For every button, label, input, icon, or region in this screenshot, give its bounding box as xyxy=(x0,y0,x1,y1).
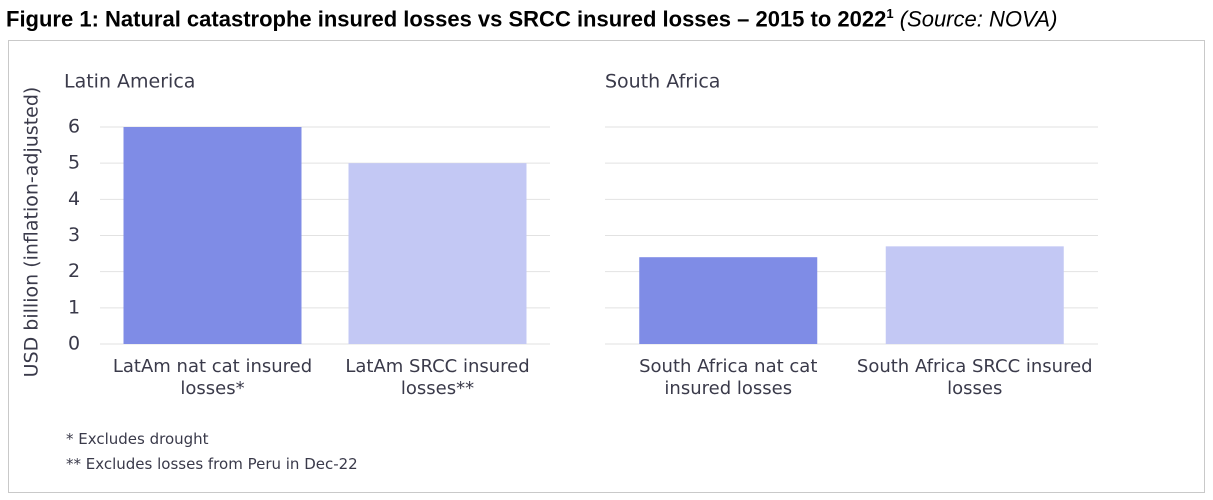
x-tick-label: LatAm nat cat insured losses* xyxy=(112,356,313,399)
panel-title: Latin America xyxy=(64,71,195,93)
y-tick-label: 2 xyxy=(68,260,80,282)
bar xyxy=(885,246,1064,344)
figure-title: Figure 1: Natural catastrophe insured lo… xyxy=(6,6,1057,32)
y-tick-label: 0 xyxy=(68,333,80,355)
x-tick-label: LatAm SRCC insured losses** xyxy=(345,356,530,399)
panel-title: South Africa xyxy=(605,71,720,93)
y-tick-label: 3 xyxy=(68,224,80,246)
y-tick-label: 4 xyxy=(68,188,80,210)
y-axis-label: USD billion (inflation-adjusted) xyxy=(21,87,43,378)
x-tick-label: South Africa nat cat insured losses xyxy=(639,356,818,399)
bar xyxy=(639,257,818,344)
title-note: 1 xyxy=(886,6,894,21)
y-tick-label: 1 xyxy=(68,296,80,318)
footnote: * Excludes drought xyxy=(66,430,209,448)
footnote: ** Excludes losses from Peru in Dec-22 xyxy=(66,455,358,473)
y-tick-label: 6 xyxy=(68,116,80,138)
y-tick-label: 5 xyxy=(68,152,80,174)
bar xyxy=(348,163,527,344)
chart-frame xyxy=(8,40,1205,493)
source: (Source: NOVA) xyxy=(899,6,1058,32)
bar xyxy=(123,127,302,344)
title-text: Figure 1: Natural catastrophe insured lo… xyxy=(6,6,887,32)
x-tick-label: South Africa SRCC insured losses xyxy=(856,356,1093,399)
